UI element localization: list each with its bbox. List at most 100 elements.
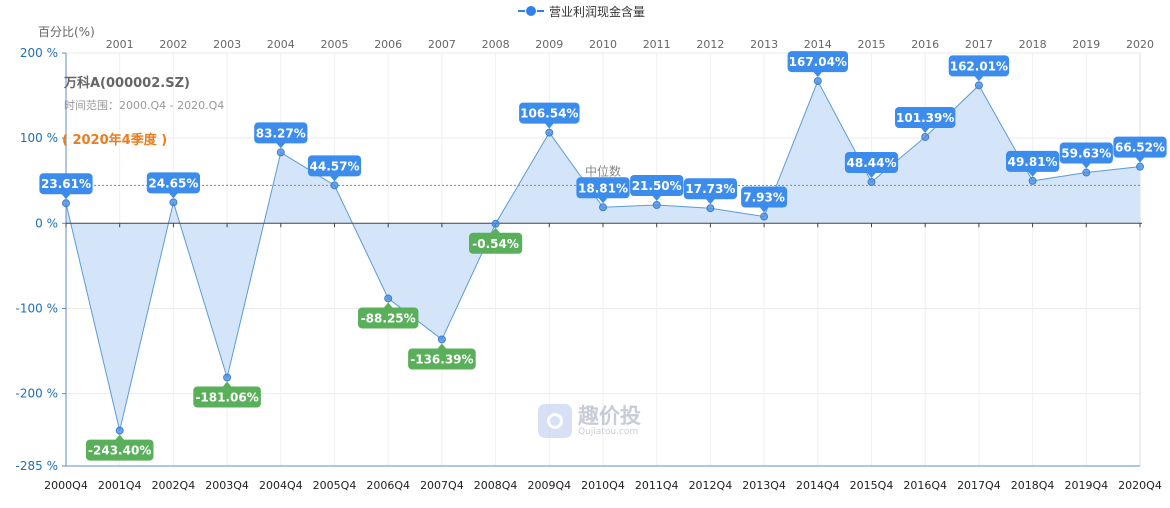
top-axis-label: 2017 (965, 38, 993, 51)
x-tick-label: 2001Q4 (98, 479, 142, 492)
data-label-bg (469, 232, 523, 254)
data-label-bg (576, 177, 630, 199)
data-label-pointer (329, 175, 340, 182)
data-point (491, 219, 500, 228)
top-axis-label: 2020 (1126, 38, 1154, 51)
data-point (115, 426, 124, 435)
x-tick-label: 2018Q4 (1011, 479, 1055, 492)
data-point (276, 148, 285, 157)
data-label: 17.73% (685, 182, 735, 196)
data-label-pointer (705, 198, 716, 205)
data-point (760, 212, 769, 221)
top-axis-label: 2019 (1072, 38, 1100, 51)
top-axis-label: 2015 (858, 38, 886, 51)
top-axis-label: 2008 (482, 38, 510, 51)
legend[interactable]: 营业利润现金含量 (518, 2, 645, 20)
data-label: 44.57% (310, 159, 360, 173)
x-tick-label: 2007Q4 (420, 479, 464, 492)
data-point (223, 373, 232, 382)
x-tick-label: 2000Q4 (44, 479, 88, 492)
y-tick-label: 0 % (35, 216, 58, 230)
data-label-bg (787, 51, 848, 73)
data-point (599, 203, 607, 212)
y-axis-title: 百分比(%) (38, 25, 95, 39)
data-label-pointer (812, 71, 823, 78)
data-label: 167.04% (789, 55, 847, 69)
data-label-pointer (383, 302, 394, 309)
x-tick-label: 2003Q4 (205, 479, 249, 492)
data-label-bg (948, 55, 1010, 77)
x-tick-label: 2015Q4 (850, 479, 894, 492)
x-tick-label: 2006Q4 (366, 479, 410, 492)
data-label-bg (193, 386, 261, 408)
legend-label: 营业利润现金含量 (549, 4, 646, 19)
data-label: 162.01% (950, 59, 1008, 73)
top-axis-label: 2009 (535, 38, 563, 51)
data-label-pointer (1081, 162, 1092, 169)
y-tick-label: 100 % (20, 131, 58, 145)
x-tick-label: 2010Q4 (581, 479, 625, 492)
data-label: 66.52% (1115, 141, 1165, 155)
y-tick-label: -100 % (16, 301, 58, 315)
top-axis-label: 2014 (804, 38, 832, 51)
y-tick-label: 200 % (20, 46, 58, 60)
top-axis-label: 2006 (374, 38, 402, 51)
data-label: 48.44% (847, 156, 897, 170)
data-label: 49.81% (1008, 155, 1058, 169)
data-label-bg (39, 173, 93, 195)
data-label-pointer (973, 75, 984, 82)
data-label-pointer (275, 142, 286, 149)
data-point (1028, 176, 1037, 185)
x-tick-label: 2009Q4 (527, 479, 571, 492)
watermark-url: Qujiatou.com (578, 427, 639, 437)
data-point (545, 128, 554, 137)
data-label-pointer (920, 126, 931, 133)
quarter-label: ( 2020年4季度 ) (62, 133, 168, 148)
data-point (867, 178, 876, 187)
data-label-bg (254, 122, 308, 144)
data-label-bg (895, 106, 956, 128)
data-point (169, 198, 178, 207)
top-axis-label: 2010 (589, 38, 617, 51)
data-label: 7.93% (743, 191, 785, 205)
data-label-pointer (651, 195, 662, 202)
data-label-bg (146, 172, 200, 194)
data-label: -0.54% (472, 237, 519, 251)
data-point (706, 204, 715, 213)
data-label-bg (408, 348, 476, 370)
data-label-pointer (114, 434, 125, 441)
data-label-pointer (544, 122, 555, 129)
x-tick-label: 2016Q4 (903, 479, 947, 492)
data-point (813, 77, 822, 86)
top-axis-label: 2002 (159, 38, 187, 51)
x-tick-label: 2020Q4 (1118, 479, 1162, 492)
data-label: 23.61% (41, 177, 91, 191)
data-point (921, 132, 930, 141)
data-label-pointer (866, 172, 877, 179)
data-label-bg (85, 439, 154, 461)
data-label: 21.50% (632, 179, 682, 193)
watermark: 趣价投 Qujiatou.com (538, 404, 641, 438)
data-label: 101.39% (896, 111, 954, 125)
data-label-pointer (490, 227, 501, 234)
data-label-bg (519, 102, 580, 124)
top-axis-label: 2012 (696, 38, 724, 51)
x-tick-label: 2008Q4 (474, 479, 518, 492)
data-label: -181.06% (195, 390, 258, 404)
data-point (62, 199, 70, 208)
stock-title: 万科A(000002.SZ) (64, 76, 190, 91)
x-tick-label: 2002Q4 (152, 479, 196, 492)
data-label: 24.65% (148, 176, 198, 190)
data-label: 106.54% (520, 107, 578, 121)
data-point (652, 201, 661, 210)
top-axis-label: 2018 (1019, 38, 1047, 51)
x-tick-label: 2013Q4 (742, 479, 786, 492)
data-label-pointer (222, 381, 233, 388)
y-tick-label: -200 % (16, 387, 58, 401)
data-label-bg (1006, 150, 1060, 172)
data-label-bg (358, 307, 419, 329)
data-point (437, 335, 446, 344)
x-tick-label: 2005Q4 (313, 479, 357, 492)
x-tick-label: 2004Q4 (259, 479, 303, 492)
